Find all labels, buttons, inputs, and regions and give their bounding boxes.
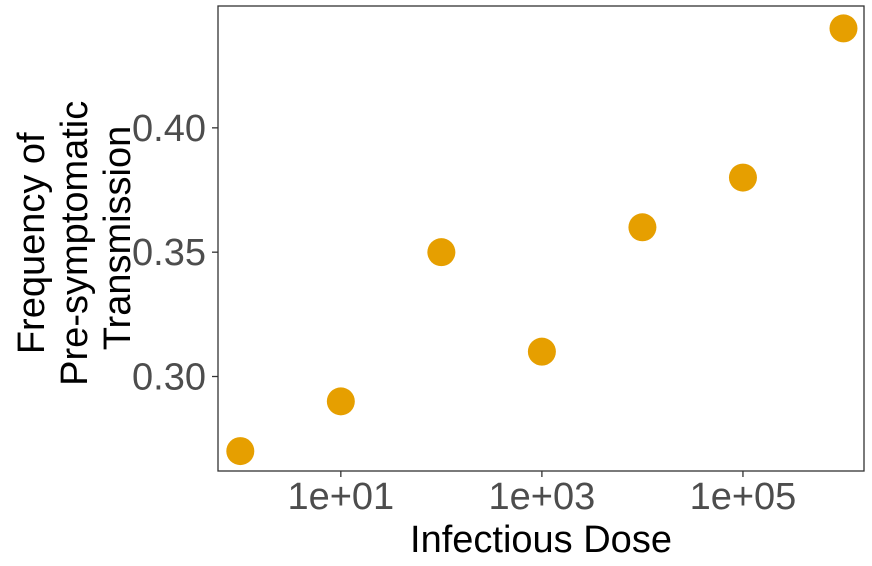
data-point-3 <box>527 337 556 366</box>
axis-ticks <box>212 127 744 477</box>
data-point-6 <box>829 14 858 43</box>
y-axis-title-line-3: Transmission <box>97 126 139 351</box>
x-axis-title: Infectious Dose <box>410 519 672 561</box>
data-point-0 <box>226 437 255 466</box>
y-tick-label-2: 0.40 <box>132 108 206 150</box>
y-tick-label-0: 0.30 <box>132 357 206 399</box>
plot-panel <box>217 5 865 472</box>
x-tick-label-0: 1e+01 <box>287 476 394 518</box>
x-tick-label-1: 1e+03 <box>489 476 596 518</box>
data-point-1 <box>326 387 355 416</box>
data-point-5 <box>728 163 757 192</box>
data-point-2 <box>427 238 456 267</box>
data-points <box>226 14 858 466</box>
y-tick-label-1: 0.35 <box>132 232 206 274</box>
y-axis-title-line-1: Frequency of <box>11 132 53 354</box>
axis-tick-labels: 1e+01 1e+03 1e+05 0.30 0.35 0.40 <box>132 108 796 518</box>
y-axis-title-line-2: Pre-symptomatic <box>54 101 96 386</box>
y-axis-title: Frequency of Pre-symptomatic Transmissio… <box>11 90 139 386</box>
x-tick-label-2: 1e+05 <box>690 476 797 518</box>
data-point-4 <box>628 213 657 242</box>
